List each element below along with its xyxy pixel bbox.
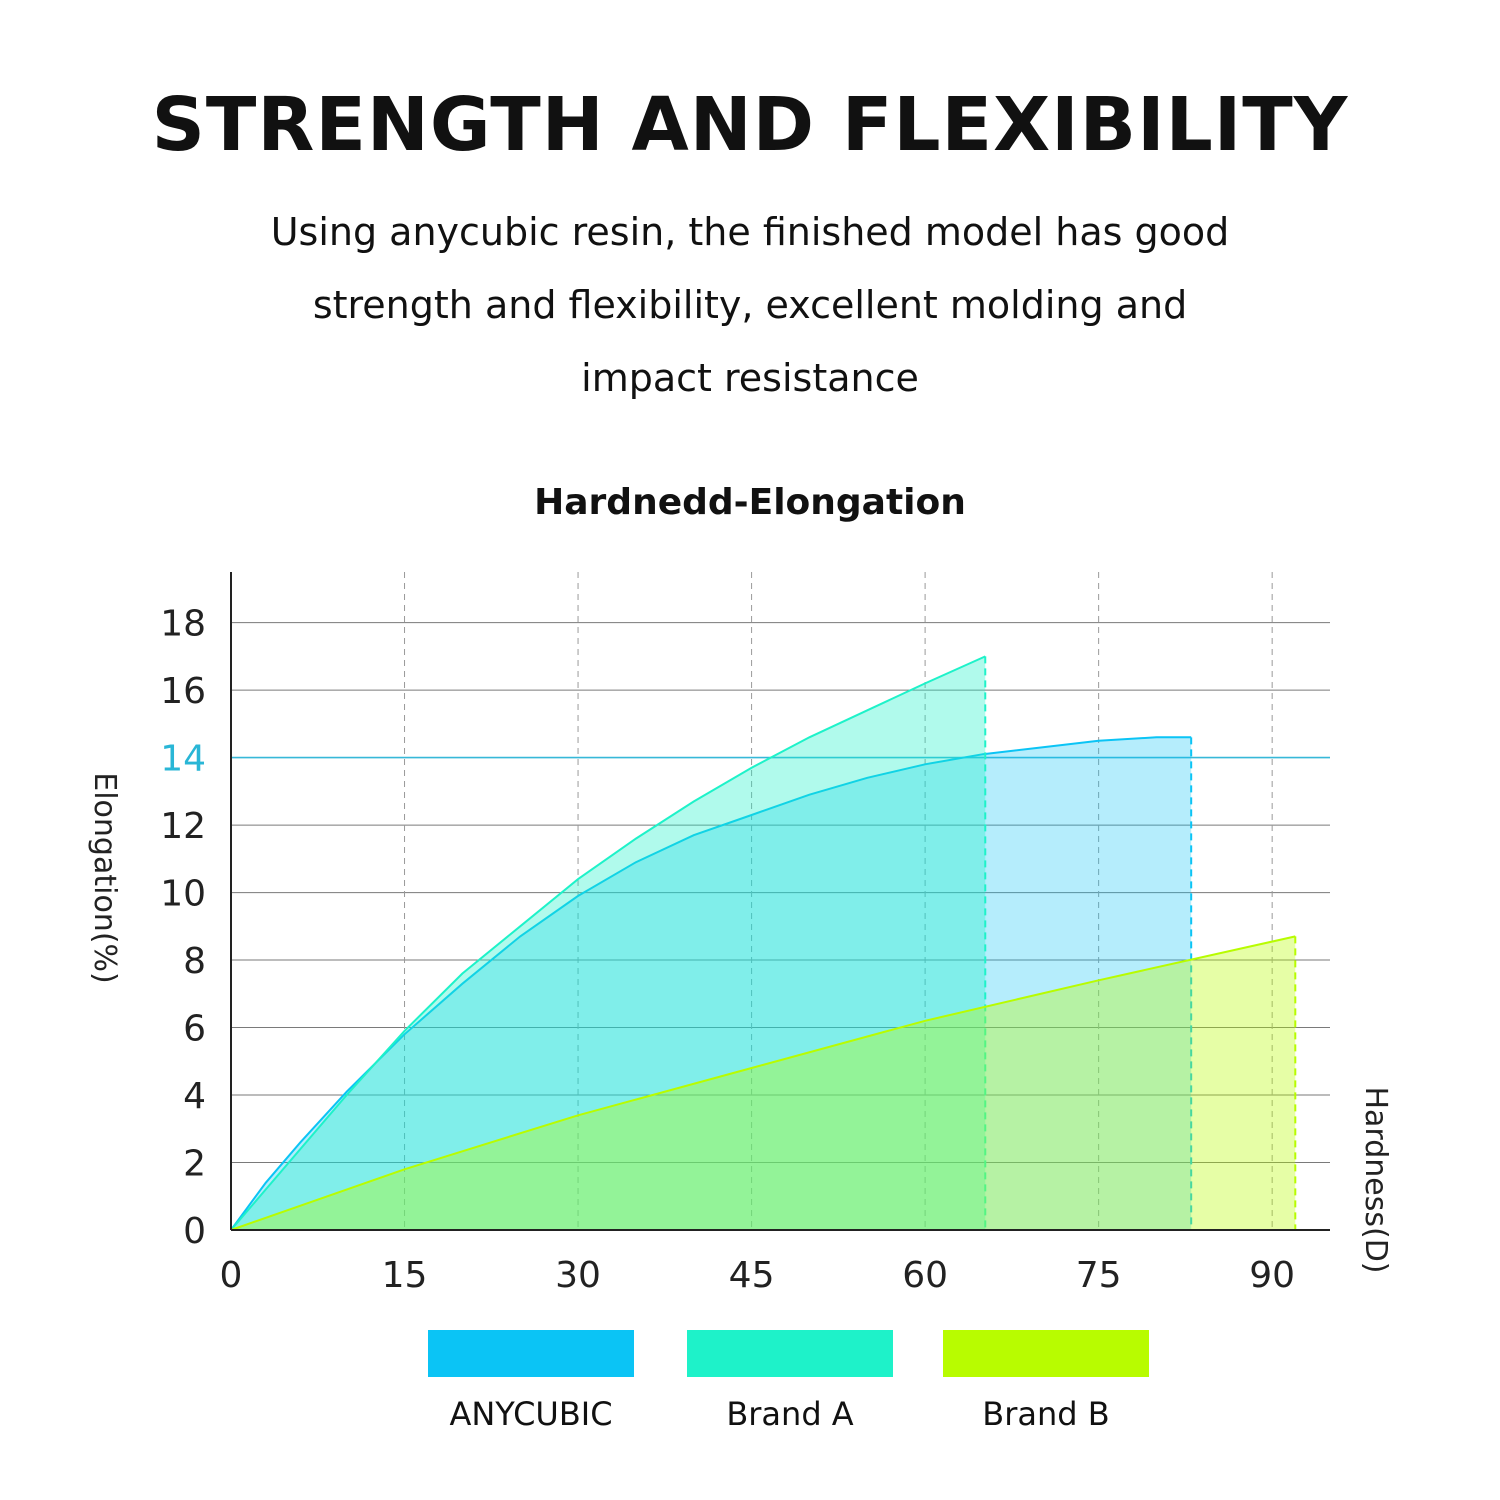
legend-label-anycubic: ANYCUBIC bbox=[449, 1395, 613, 1433]
legend-swatch-brand-b bbox=[943, 1330, 1149, 1377]
legend-item-brand-b: Brand B bbox=[943, 1330, 1149, 1433]
legend-label-brand-b: Brand B bbox=[982, 1395, 1110, 1433]
legend: ANYCUBIC Brand A Brand B bbox=[0, 1330, 1500, 1440]
y-tick-label-12: 12 bbox=[160, 806, 206, 847]
subtitle-line-2: strength and flexibility, excellent mold… bbox=[312, 283, 1188, 327]
x-tick-label-15: 15 bbox=[382, 1255, 428, 1296]
x-tick-label-0: 0 bbox=[220, 1255, 243, 1296]
y-tick-label-18: 18 bbox=[160, 604, 206, 645]
grid-layer bbox=[231, 572, 1330, 1230]
x-tick-label-75: 75 bbox=[1076, 1255, 1122, 1296]
subtitle-line-3: impact resistance bbox=[581, 356, 919, 400]
legend-item-brand-a: Brand A bbox=[687, 1330, 893, 1433]
x-tick-label-45: 45 bbox=[729, 1255, 775, 1296]
subtitle-line-1: Using anycubic resin, the finished model… bbox=[270, 210, 1230, 254]
legend-item-anycubic: ANYCUBIC bbox=[428, 1330, 634, 1433]
y-axis-label: Elongation(%) bbox=[87, 772, 122, 983]
subtitle: Using anycubic resin, the finished model… bbox=[200, 196, 1300, 415]
legend-label-brand-a: Brand A bbox=[726, 1395, 854, 1433]
area-layer bbox=[230, 655, 1297, 1231]
legend-swatch-brand-a bbox=[687, 1330, 893, 1377]
y-tick-label-10: 10 bbox=[160, 874, 206, 915]
axis-layer: 0 2 4 6 8 10 12 14 16 18 0 15 30 45 60 75 90 bbox=[160, 572, 1330, 1296]
area-fill-brand-a bbox=[231, 656, 986, 1230]
y-tick-label-16: 16 bbox=[160, 671, 206, 712]
x-tick-label-30: 30 bbox=[555, 1255, 601, 1296]
legend-swatch-anycubic bbox=[428, 1330, 634, 1377]
area-fill-anycubic bbox=[231, 737, 1192, 1230]
y-tick-label-2: 2 bbox=[183, 1144, 206, 1185]
y-tick-label-0: 0 bbox=[183, 1211, 206, 1252]
x-tick-label-60: 60 bbox=[902, 1255, 948, 1296]
y-tick-label-4: 4 bbox=[183, 1076, 206, 1117]
chart-title: Hardnedd-Elongation bbox=[534, 482, 966, 523]
x-axis-label: Hardness(D) bbox=[1358, 1086, 1393, 1273]
headline: STRENGTH AND FLEXIBILITY bbox=[151, 82, 1349, 168]
series-line-brand-a bbox=[230, 655, 986, 1231]
y-tick-label-6: 6 bbox=[183, 1009, 206, 1050]
area-fill-brand-b bbox=[231, 936, 1296, 1230]
y-tick-label-8: 8 bbox=[183, 941, 206, 982]
series-line-brand-b bbox=[230, 935, 1296, 1231]
series-line-anycubic bbox=[230, 736, 1192, 1231]
x-tick-label-90: 90 bbox=[1249, 1255, 1295, 1296]
y-tick-label-14: 14 bbox=[160, 739, 206, 780]
